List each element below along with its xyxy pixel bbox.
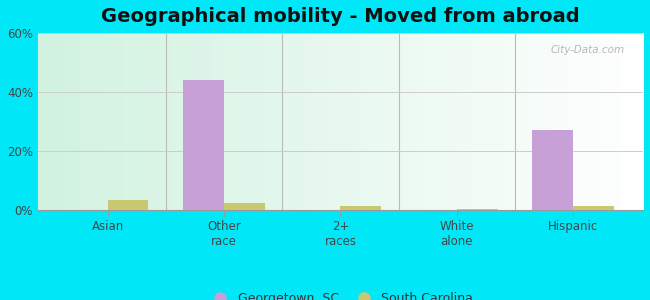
Title: Geographical mobility - Moved from abroad: Geographical mobility - Moved from abroa… bbox=[101, 7, 580, 26]
Bar bbox=[532, 130, 573, 210]
Legend: Georgetown, SC, South Carolina: Georgetown, SC, South Carolina bbox=[203, 287, 478, 300]
Bar bbox=[341, 206, 381, 210]
Bar bbox=[457, 209, 497, 210]
Bar bbox=[224, 202, 265, 210]
Text: City-Data.com: City-Data.com bbox=[551, 45, 625, 56]
Bar bbox=[183, 80, 224, 210]
Bar bbox=[108, 200, 148, 210]
Bar bbox=[573, 206, 614, 210]
